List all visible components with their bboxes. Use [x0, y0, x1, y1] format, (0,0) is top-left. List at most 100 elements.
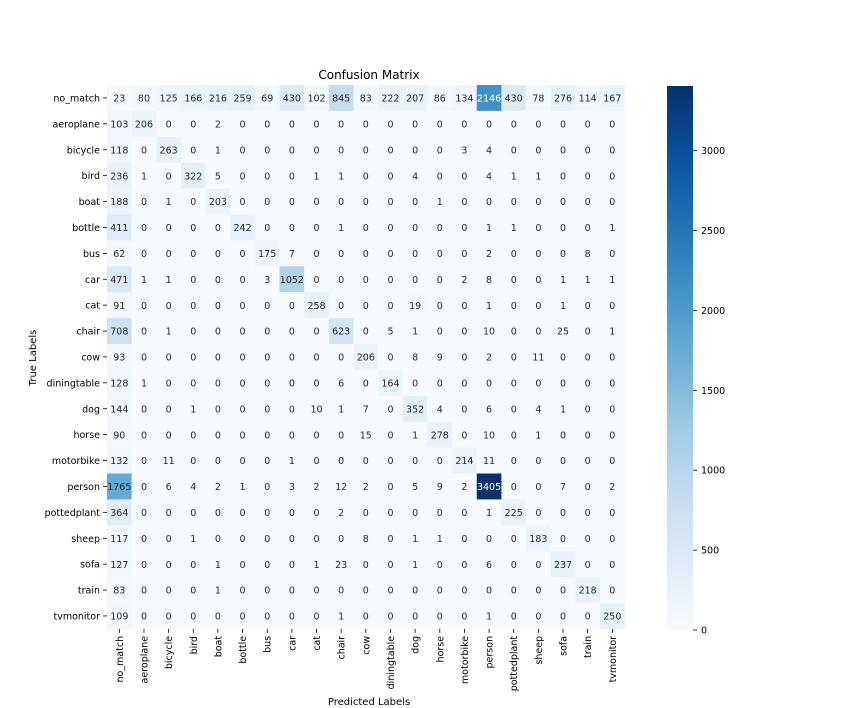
heatmap-cell — [180, 577, 206, 604]
heatmap-cell — [279, 603, 305, 630]
cell-value-label: 0 — [314, 119, 320, 130]
y-tick-label: boat — [79, 197, 101, 208]
heatmap-cell — [452, 603, 478, 630]
cell-value-label: 1 — [486, 508, 492, 519]
heatmap-cell — [427, 266, 453, 293]
cell-value-label: 0 — [412, 456, 418, 467]
heatmap-cell — [328, 266, 354, 293]
heatmap-cell — [254, 473, 280, 500]
cell-value-label: 0 — [437, 327, 443, 338]
heatmap-cell — [378, 525, 404, 552]
heatmap-cell — [600, 292, 625, 319]
heatmap-cell — [476, 318, 502, 345]
heatmap-cell — [180, 473, 206, 500]
cell-value-label: 0 — [314, 353, 320, 364]
x-tick-label: bottle — [238, 636, 249, 664]
heatmap-cell — [156, 551, 182, 578]
cell-value-label: 0 — [560, 612, 566, 623]
cell-value-label: 0 — [190, 586, 196, 597]
heatmap-cell — [501, 603, 527, 630]
cell-value-label: 0 — [264, 404, 270, 415]
heatmap-cell — [131, 447, 157, 474]
heatmap-cell — [402, 266, 428, 293]
heatmap-cell — [353, 85, 379, 112]
cell-value-label: 0 — [437, 223, 443, 234]
cell-value-label: 0 — [314, 508, 320, 519]
heatmap-cell — [575, 344, 601, 371]
cell-value-label: 2 — [338, 508, 344, 519]
heatmap-cell — [476, 240, 502, 267]
cell-value-label: 0 — [166, 404, 172, 415]
cell-value-label: 1 — [338, 223, 344, 234]
heatmap-cell — [476, 110, 502, 138]
heatmap-cell — [328, 188, 354, 215]
cell-value-label: 2 — [461, 275, 467, 286]
cell-value-label: 0 — [240, 560, 246, 571]
heatmap-cell — [180, 551, 206, 578]
heatmap-cell — [156, 421, 182, 448]
heatmap-cell — [402, 603, 428, 630]
cell-value-label: 0 — [363, 508, 369, 519]
heatmap-cell — [180, 499, 206, 526]
cell-value-label: 0 — [215, 534, 221, 545]
heatmap-cell — [131, 551, 157, 578]
heatmap-cell — [254, 136, 280, 163]
heatmap-cell — [550, 110, 576, 138]
cell-value-label: 0 — [240, 145, 246, 156]
cell-value-label: 0 — [560, 119, 566, 130]
cell-value-label: 0 — [511, 404, 517, 415]
x-tick-label: train — [583, 636, 594, 658]
heatmap-cell — [526, 551, 551, 578]
cell-value-label: 0 — [190, 145, 196, 156]
cell-value-label: 0 — [412, 249, 418, 260]
cell-value-label: 0 — [437, 456, 443, 467]
heatmap-cell — [378, 292, 404, 319]
x-tick-label: no_match — [115, 636, 126, 683]
heatmap-cell — [476, 162, 502, 189]
cell-value-label: 5 — [412, 482, 418, 493]
cell-value-label: 0 — [511, 145, 517, 156]
cell-value-label: 4 — [535, 404, 541, 415]
cell-value-label: 0 — [609, 534, 615, 545]
cell-value-label: 0 — [461, 560, 467, 571]
heatmap-cell — [131, 395, 157, 422]
cell-value-label: 0 — [141, 223, 147, 234]
cell-value-label: 364 — [110, 508, 128, 519]
heatmap-cell — [230, 85, 256, 112]
heatmap-cell — [304, 577, 330, 604]
heatmap-cell — [501, 188, 527, 215]
cell-value-label: 0 — [412, 223, 418, 234]
heatmap-cell — [526, 292, 551, 319]
heatmap-cell — [254, 266, 280, 293]
heatmap-cell — [180, 344, 206, 371]
heatmap-cell — [526, 395, 551, 422]
cell-value-label: 0 — [215, 301, 221, 312]
heatmap-cell — [427, 447, 453, 474]
cell-value-label: 0 — [264, 171, 270, 182]
heatmap-cell — [402, 499, 428, 526]
cell-value-label: 0 — [585, 171, 591, 182]
heatmap-cell — [156, 499, 182, 526]
heatmap-cell-labels: 23 80 125 166 216 259 69 430 102 845 83 222 207 86 134… — [107, 94, 621, 623]
cell-value-label: 90 — [113, 430, 125, 441]
cell-value-label: 0 — [387, 560, 393, 571]
heatmap-cell — [180, 85, 206, 112]
cell-value-label: 0 — [461, 197, 467, 208]
heatmap-cell — [526, 318, 551, 345]
cell-value-label: 0 — [511, 534, 517, 545]
heatmap-cells — [107, 85, 625, 630]
heatmap-cell — [575, 473, 601, 500]
cell-value-label: 118 — [110, 145, 128, 156]
cell-value-label: 1 — [166, 197, 172, 208]
cell-value-label: 0 — [264, 456, 270, 467]
heatmap-cell — [550, 421, 576, 448]
cell-value-label: 0 — [387, 301, 393, 312]
heatmap-cell — [107, 499, 132, 526]
cell-value-label: 0 — [585, 353, 591, 364]
heatmap-cell — [600, 421, 625, 448]
heatmap-cell — [452, 240, 478, 267]
x-tick-label: dog — [411, 636, 422, 654]
heatmap-cell — [205, 577, 231, 604]
heatmap-cell — [600, 369, 625, 397]
heatmap-cell — [254, 447, 280, 474]
